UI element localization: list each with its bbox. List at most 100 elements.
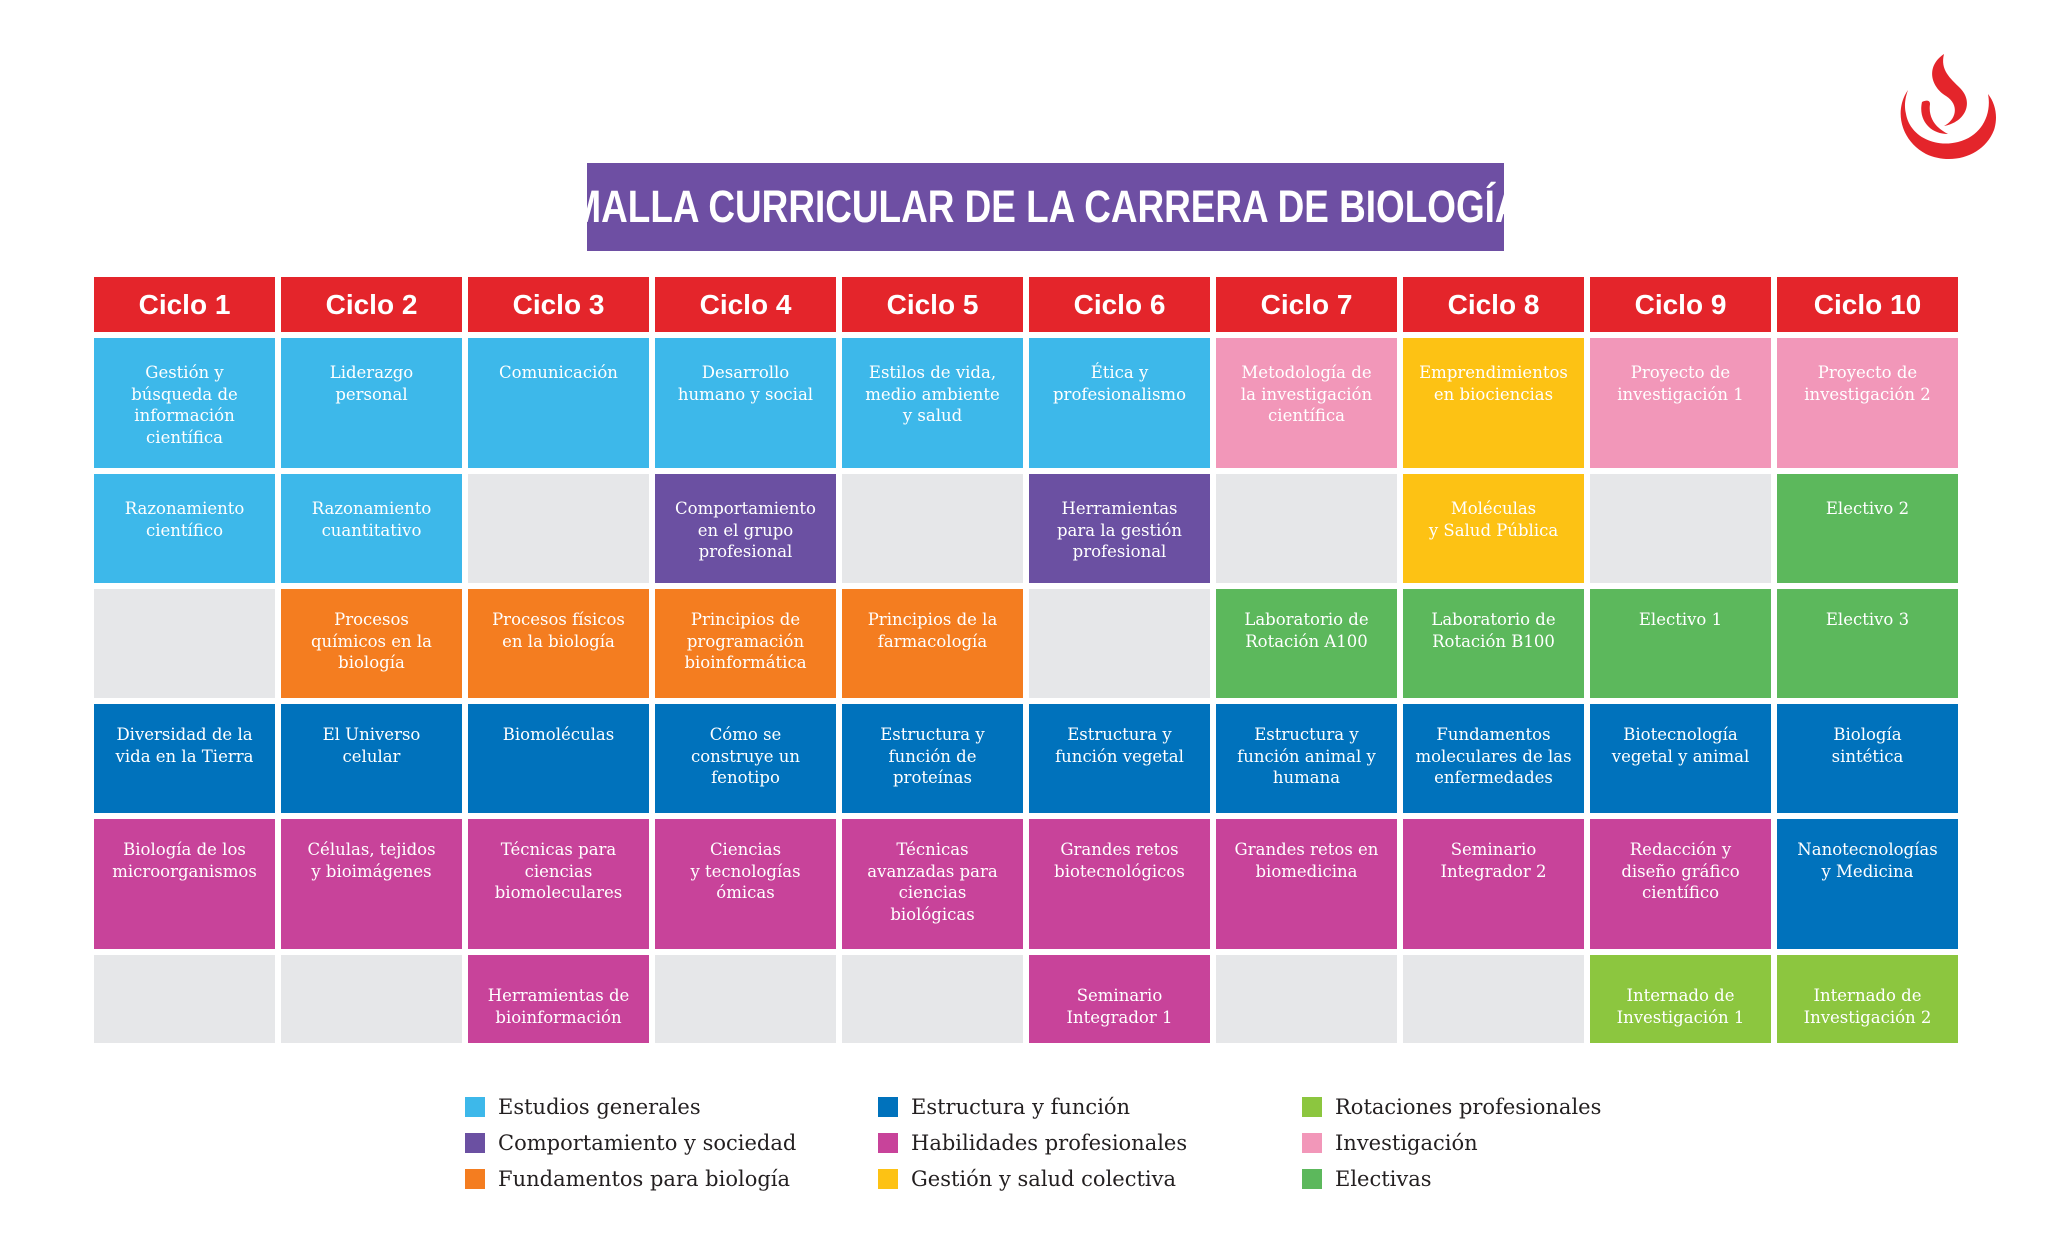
- cycle-header: Ciclo 3: [468, 277, 649, 332]
- cycle-header: Ciclo 9: [1590, 277, 1771, 332]
- empty-course-cell: [94, 955, 275, 1043]
- course-cell: Ética y profesionalismo: [1029, 338, 1210, 468]
- course-cell: Biología de los microorganismos: [94, 819, 275, 949]
- legend-label: Rotaciones profesionales: [1335, 1095, 1602, 1119]
- course-cell: Internado de Investigación 2: [1777, 955, 1958, 1043]
- legend-label: Habilidades profesionales: [911, 1131, 1188, 1155]
- course-cell: Diversidad de la vida en la Tierra: [94, 704, 275, 813]
- legend-item: Estructura y función: [878, 1095, 1302, 1119]
- course-cell: Biotecnología vegetal y animal: [1590, 704, 1771, 813]
- course-cell: Principios de programación bioinformátic…: [655, 589, 836, 698]
- course-cell: Estructura y función de proteínas: [842, 704, 1023, 813]
- course-cell: Comportamiento en el grupo profesional: [655, 474, 836, 583]
- cycle-column: Ciclo 4 Desarrollo humano y social Comport…: [655, 277, 836, 1043]
- course-cell: Grandes retos en biomedicina: [1216, 819, 1397, 949]
- cycle-header: Ciclo 2: [281, 277, 462, 332]
- cycle-column: Ciclo 6 Ética y profesionalismo Herramient…: [1029, 277, 1210, 1043]
- legend-swatch: [465, 1097, 485, 1117]
- legend-item: Fundamentos para biología: [465, 1167, 878, 1191]
- course-cell: Emprendimientos en biociencias: [1403, 338, 1584, 468]
- legend-swatch: [465, 1169, 485, 1189]
- legend-label: Estructura y función: [911, 1095, 1131, 1119]
- empty-course-cell: [94, 589, 275, 698]
- course-cell: Electivo 1: [1590, 589, 1771, 698]
- course-cell: Proyecto de investigación 1: [1590, 338, 1771, 468]
- title-banner: MALLA CURRICULAR DE LA CARRERA DE BIOLOG…: [570, 163, 1521, 251]
- legend-item: Estudios generales: [465, 1095, 878, 1119]
- cycle-header: Ciclo 5: [842, 277, 1023, 332]
- legend-item: Habilidades profesionales: [878, 1131, 1302, 1155]
- course-cell: Metodología de la investigación científi…: [1216, 338, 1397, 468]
- empty-course-cell: [842, 474, 1023, 583]
- cycle-column: Ciclo 7 Metodología de la investigación c…: [1216, 277, 1397, 1043]
- upc-flame-logo-icon: [1900, 54, 1996, 160]
- course-cell: Nanotecnologías y Medicina: [1777, 819, 1958, 949]
- course-cell: Proyecto de investigación 2: [1777, 338, 1958, 468]
- course-cell: Fundamentos moleculares de las enfermeda…: [1403, 704, 1584, 813]
- course-cell: Estructura y función vegetal: [1029, 704, 1210, 813]
- course-cell: Técnicas para ciencias biomoleculares: [468, 819, 649, 949]
- cycle-column: Ciclo 3 Comunicación Procesos físicos en l…: [468, 277, 649, 1043]
- legend-swatch: [878, 1169, 898, 1189]
- course-cell: Procesos químicos en la biología: [281, 589, 462, 698]
- course-cell: Electivo 2: [1777, 474, 1958, 583]
- course-cell: Estilos de vida, medio ambiente y salud: [842, 338, 1023, 468]
- course-cell: Procesos físicos en la biología: [468, 589, 649, 698]
- course-cell: Liderazgo personal: [281, 338, 462, 468]
- legend: Estudios generales Estructura y función Ro…: [465, 1095, 1602, 1191]
- cycle-header: Ciclo 1: [94, 277, 275, 332]
- course-cell: Razonamiento científico: [94, 474, 275, 583]
- cycle-header: Ciclo 10: [1777, 277, 1958, 332]
- legend-swatch: [1302, 1097, 1322, 1117]
- empty-course-cell: [1590, 474, 1771, 583]
- course-cell: Seminario Integrador 2: [1403, 819, 1584, 949]
- course-cell: Laboratorio de Rotación B100: [1403, 589, 1584, 698]
- course-cell: Grandes retos biotecnológicos: [1029, 819, 1210, 949]
- course-cell: Seminario Integrador 1: [1029, 955, 1210, 1043]
- empty-course-cell: [842, 955, 1023, 1043]
- course-cell: Biomoléculas: [468, 704, 649, 813]
- legend-label: Investigación: [1335, 1131, 1478, 1155]
- course-cell: Biología sintética: [1777, 704, 1958, 813]
- course-cell: Ciencias y tecnologías ómicas: [655, 819, 836, 949]
- course-cell: Redacción y diseño gráfico científico: [1590, 819, 1771, 949]
- course-cell: Electivo 3: [1777, 589, 1958, 698]
- course-cell: Gestión y búsqueda de información cientí…: [94, 338, 275, 468]
- cycle-header: Ciclo 7: [1216, 277, 1397, 332]
- cycle-column: Ciclo 5 Estilos de vida, medio ambiente y…: [842, 277, 1023, 1043]
- legend-item: Rotaciones profesionales: [1302, 1095, 1602, 1119]
- cycle-column: Ciclo 8 Emprendimientos en biociencias Mol…: [1403, 277, 1584, 1043]
- course-cell: Herramientas para la gestión profesional: [1029, 474, 1210, 583]
- legend-item: Electivas: [1302, 1167, 1602, 1191]
- legend-label: Comportamiento y sociedad: [498, 1131, 797, 1155]
- legend-item: Comportamiento y sociedad: [465, 1131, 878, 1155]
- course-cell: Desarrollo humano y social: [655, 338, 836, 468]
- legend-swatch: [465, 1133, 485, 1153]
- course-cell: Herramientas de bioinformación: [468, 955, 649, 1043]
- course-cell: Comunicación: [468, 338, 649, 468]
- course-cell: Células, tejidos y bioimágenes: [281, 819, 462, 949]
- legend-label: Electivas: [1335, 1167, 1432, 1191]
- course-cell: Principios de la farmacología: [842, 589, 1023, 698]
- cycle-column: Ciclo 1 Gestión y búsqueda de información…: [94, 277, 275, 1043]
- empty-course-cell: [1403, 955, 1584, 1043]
- course-cell: Moléculas y Salud Pública: [1403, 474, 1584, 583]
- legend-swatch: [1302, 1169, 1322, 1189]
- course-cell: Laboratorio de Rotación A100: [1216, 589, 1397, 698]
- legend-swatch: [1302, 1133, 1322, 1153]
- legend-label: Gestión y salud colectiva: [911, 1167, 1177, 1191]
- empty-course-cell: [281, 955, 462, 1043]
- course-cell: Internado de Investigación 1: [1590, 955, 1771, 1043]
- course-cell: Razonamiento cuantitativo: [281, 474, 462, 583]
- cycle-column: Ciclo 10 Proyecto de investigación 2 Elect…: [1777, 277, 1958, 1043]
- cycle-header: Ciclo 6: [1029, 277, 1210, 332]
- cycle-header: Ciclo 8: [1403, 277, 1584, 332]
- cycle-column: Ciclo 2 Liderazgo personal Razonamiento cu…: [281, 277, 462, 1043]
- course-cell: Técnicas avanzadas para ciencias biológi…: [842, 819, 1023, 949]
- legend-label: Fundamentos para biología: [498, 1167, 791, 1191]
- empty-course-cell: [655, 955, 836, 1043]
- legend-item: Gestión y salud colectiva: [878, 1167, 1302, 1191]
- cycle-header: Ciclo 4: [655, 277, 836, 332]
- empty-course-cell: [1216, 955, 1397, 1043]
- empty-course-cell: [1029, 589, 1210, 698]
